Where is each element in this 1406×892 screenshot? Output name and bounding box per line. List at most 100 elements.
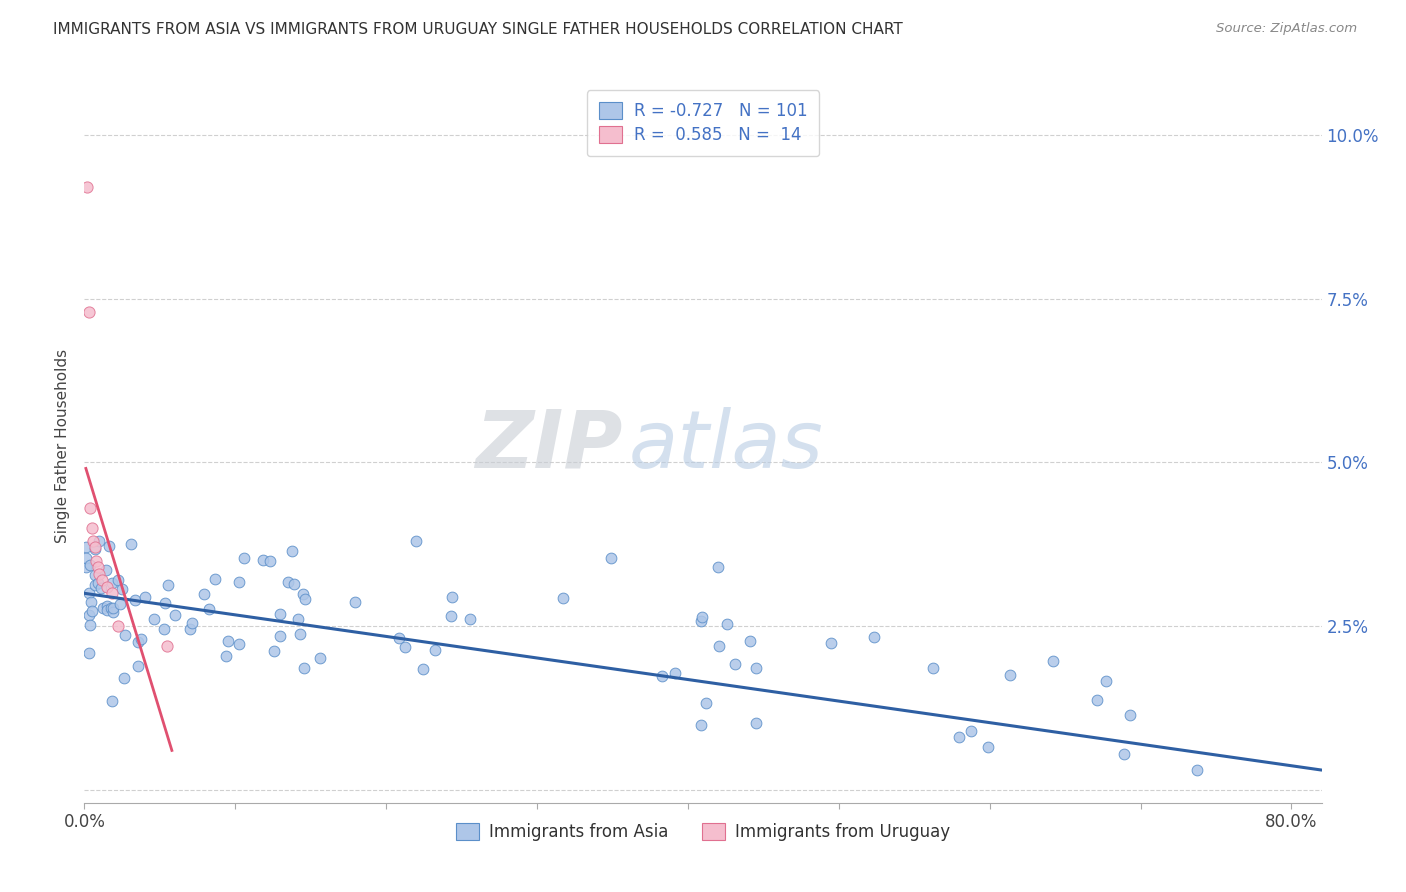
- Point: [198, 601, 221, 615]
- Point: [82, 533, 104, 548]
- Point: [80, 595, 103, 609]
- Text: Source: ZipAtlas.com: Source: ZipAtlas.com: [1216, 22, 1357, 36]
- Text: IMMIGRANTS FROM ASIA VS IMMIGRANTS FROM URUGUAY SINGLE FATHER HOUSEHOLDS CORRELA: IMMIGRANTS FROM ASIA VS IMMIGRANTS FROM …: [53, 22, 903, 37]
- Point: [948, 730, 970, 744]
- Point: [551, 591, 574, 605]
- Point: [204, 572, 226, 586]
- Point: [689, 718, 711, 732]
- Point: [228, 574, 250, 589]
- Point: [181, 615, 204, 630]
- Point: [112, 671, 135, 685]
- Point: [101, 576, 124, 591]
- Text: atlas: atlas: [628, 407, 824, 485]
- Point: [707, 560, 730, 574]
- Point: [863, 630, 886, 644]
- Point: [128, 635, 150, 649]
- Point: [440, 590, 463, 604]
- Point: [75, 541, 97, 555]
- Point: [155, 596, 177, 610]
- Point: [292, 661, 315, 675]
- Point: [288, 627, 311, 641]
- Point: [287, 612, 309, 626]
- Point: [228, 637, 250, 651]
- Point: [100, 586, 122, 600]
- Point: [283, 577, 305, 591]
- Point: [215, 648, 238, 663]
- Point: [998, 668, 1021, 682]
- Point: [259, 554, 281, 568]
- Point: [103, 601, 125, 615]
- Point: [77, 586, 100, 600]
- Point: [79, 501, 101, 516]
- Point: [84, 577, 107, 591]
- Point: [80, 521, 103, 535]
- Point: [1185, 763, 1208, 777]
- Point: [1042, 654, 1064, 668]
- Point: [716, 616, 738, 631]
- Point: [664, 666, 686, 681]
- Point: [157, 578, 180, 592]
- Point: [820, 636, 842, 650]
- Point: [101, 605, 124, 619]
- Point: [280, 544, 302, 558]
- Point: [143, 612, 166, 626]
- Point: [277, 574, 299, 589]
- Point: [233, 551, 256, 566]
- Point: [127, 658, 149, 673]
- Point: [134, 590, 156, 604]
- Point: [1095, 673, 1118, 688]
- Point: [692, 610, 714, 624]
- Point: [108, 597, 131, 611]
- Point: [217, 634, 239, 648]
- Point: [86, 553, 108, 567]
- Point: [745, 715, 768, 730]
- Point: [690, 615, 713, 629]
- Point: [388, 631, 411, 645]
- Point: [76, 180, 98, 194]
- Point: [75, 560, 97, 574]
- Point: [83, 567, 105, 582]
- Point: [79, 646, 101, 660]
- Point: [75, 551, 97, 566]
- Point: [600, 550, 623, 565]
- Point: [107, 619, 129, 633]
- Point: [695, 696, 717, 710]
- Point: [79, 607, 101, 622]
- Point: [100, 601, 122, 615]
- Point: [96, 580, 118, 594]
- Point: [107, 573, 129, 587]
- Point: [110, 582, 132, 597]
- Point: [156, 639, 179, 653]
- Point: [709, 639, 731, 653]
- Point: [94, 562, 117, 576]
- Point: [165, 607, 187, 622]
- Point: [922, 660, 945, 674]
- Point: [114, 628, 136, 642]
- Point: [90, 582, 112, 596]
- Point: [83, 542, 105, 557]
- Point: [152, 622, 174, 636]
- Point: [269, 630, 291, 644]
- Point: [294, 592, 316, 607]
- Point: [96, 603, 118, 617]
- Point: [423, 643, 446, 657]
- Point: [252, 553, 274, 567]
- Point: [309, 651, 332, 665]
- Point: [976, 740, 998, 755]
- Point: [292, 587, 315, 601]
- Point: [87, 534, 110, 549]
- Point: [738, 633, 761, 648]
- Point: [651, 669, 673, 683]
- Point: [101, 694, 124, 708]
- Point: [405, 533, 427, 548]
- Point: [960, 723, 983, 738]
- Point: [179, 622, 201, 636]
- Point: [98, 539, 121, 553]
- Point: [87, 560, 110, 574]
- Point: [77, 305, 100, 319]
- Point: [1085, 692, 1108, 706]
- Point: [263, 644, 285, 658]
- Point: [79, 558, 101, 572]
- Point: [79, 618, 101, 632]
- Point: [124, 593, 146, 607]
